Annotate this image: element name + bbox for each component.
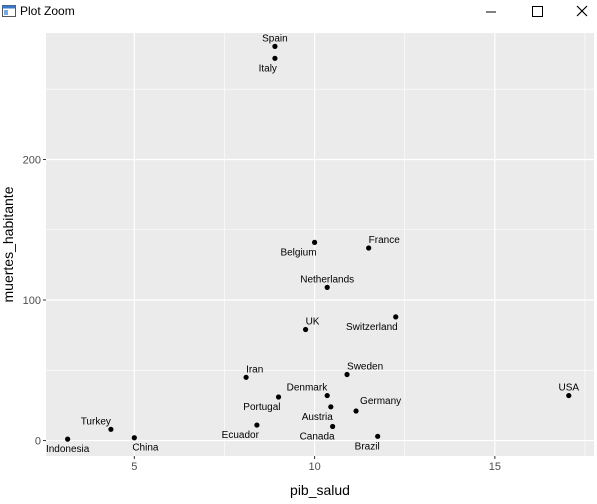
plot-panel [46, 33, 594, 456]
point-label-netherlands: Netherlands [300, 274, 354, 285]
close-button[interactable] [560, 0, 597, 24]
point-portugal [275, 394, 282, 400]
minimize-icon [486, 11, 496, 13]
window-title: Plot Zoom [20, 4, 75, 18]
point-label-indonesia: Indonesia [46, 444, 90, 455]
axis-ticks: 5 10 15 0 100 200 [23, 154, 501, 473]
point-italy [272, 55, 278, 61]
point-label-canada: Canada [300, 431, 335, 442]
point-brazil [375, 433, 381, 439]
point-labels: Spain Italy France Belgium Netherlands Switze… [46, 33, 579, 455]
maximize-icon [532, 6, 543, 17]
y-tick-label: 0 [35, 436, 41, 448]
point-turkey [108, 426, 114, 432]
x-tick-label: 15 [489, 461, 501, 473]
point-indonesia [65, 436, 71, 442]
point-china [131, 435, 137, 441]
point-label-portugal: Portugal [243, 402, 280, 413]
point-germany [353, 408, 359, 414]
point-belgium [311, 239, 318, 245]
point-label-uk: UK [306, 317, 320, 328]
point-label-spain: Spain [262, 33, 288, 44]
point-canada [330, 423, 336, 430]
point-label-sweden: Sweden [347, 361, 383, 372]
point-iran [243, 374, 249, 380]
x-tick-label: 5 [131, 461, 137, 473]
point-label-china: China [132, 443, 159, 454]
point-spain [272, 43, 278, 49]
point-france [366, 245, 372, 251]
y-tick-label: 200 [23, 154, 41, 166]
y-axis-title: muertes_habitante [0, 186, 16, 302]
point-denmark [324, 392, 330, 399]
point-label-brazil: Brazil [355, 441, 380, 452]
point-label-germany: Germany [360, 396, 401, 407]
point-label-italy: Italy [259, 63, 277, 74]
close-icon [576, 5, 588, 17]
point-switzerland [393, 314, 399, 320]
data-points [65, 43, 572, 442]
maximize-button[interactable] [514, 0, 560, 24]
x-axis-title: pib_salud [290, 482, 350, 498]
point-label-ecuador: Ecuador [222, 430, 260, 441]
y-tick-label: 100 [23, 295, 41, 307]
major-gridlines [46, 33, 594, 456]
plot-window-icon [2, 5, 16, 17]
point-austria [328, 404, 334, 410]
point-label-belgium: Belgium [280, 247, 316, 258]
point-label-denmark: Denmark [287, 383, 329, 394]
window-titlebar: Plot Zoom [0, 0, 597, 24]
minimize-button[interactable] [468, 0, 514, 24]
point-label-france: France [369, 235, 401, 246]
point-label-austria: Austria [302, 412, 334, 423]
point-ecuador [254, 422, 260, 428]
point-netherlands [324, 284, 330, 290]
point-sweden [344, 371, 350, 378]
point-label-usa: USA [558, 383, 579, 394]
point-uk [302, 326, 309, 333]
point-label-iran: Iran [246, 364, 263, 375]
scatter-plot: 5 10 15 0 100 200 Spain Italy France Belgium Neth… [0, 33, 594, 498]
point-usa [566, 392, 572, 399]
point-label-turkey: Turkey [81, 416, 111, 427]
point-label-switzerland: Switzerland [346, 322, 398, 333]
minor-gridlines [46, 33, 594, 456]
x-tick-label: 10 [308, 461, 320, 473]
